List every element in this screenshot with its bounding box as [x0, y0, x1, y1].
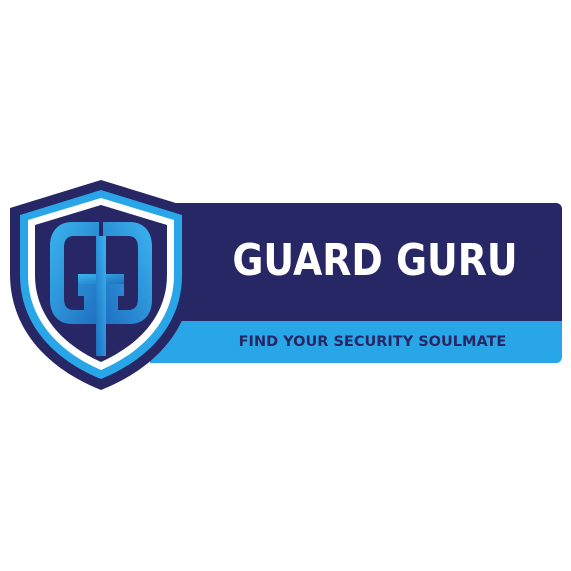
tagline: FIND YOUR SECURITY SOULMATE: [238, 334, 507, 350]
brand-name: GUARD GURU: [232, 234, 518, 286]
shield-gg-icon: [10, 180, 192, 390]
brand-banner: [150, 203, 562, 321]
tagline-strip: [150, 321, 562, 363]
